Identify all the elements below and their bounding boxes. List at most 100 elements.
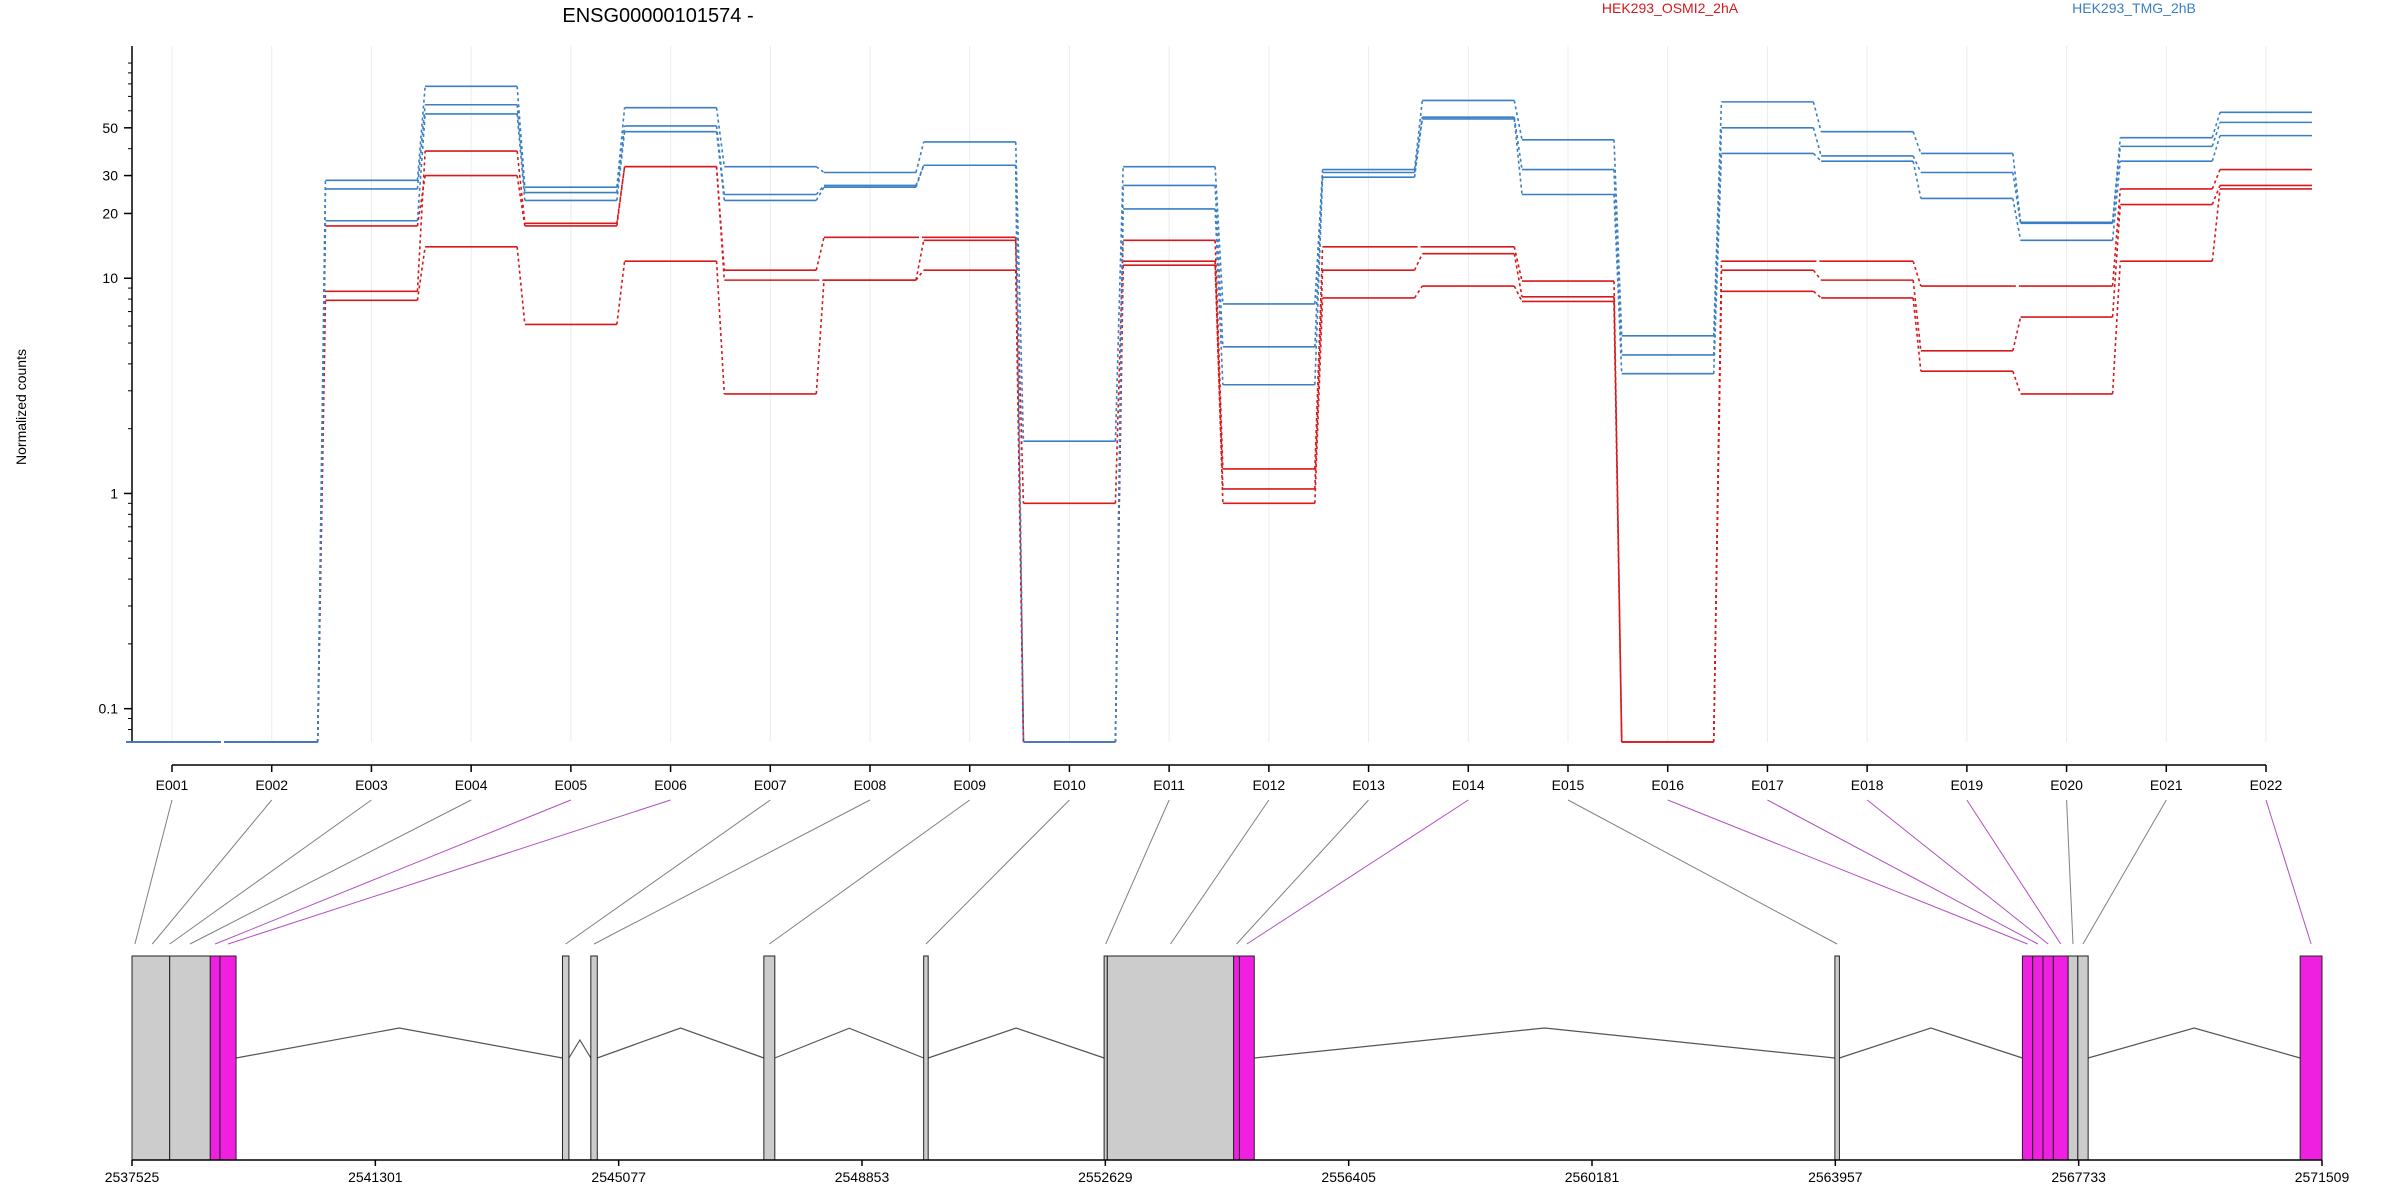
series-2-connector-10 xyxy=(1214,265,1224,504)
genomic-tick-label-3: 2548853 xyxy=(835,1169,890,1185)
series-0-connector-9 xyxy=(1114,240,1124,504)
exon-label-e018: E018 xyxy=(1851,777,1884,793)
series-2-connector-6 xyxy=(815,280,825,394)
series-0-connector-17 xyxy=(1912,260,1922,287)
y-tick-label-1: 1 xyxy=(110,485,118,501)
highlighted-exon-block-2 xyxy=(209,955,221,1161)
y-tick-label-2: 10 xyxy=(102,270,118,286)
y-axis-label: Normalized counts xyxy=(13,349,29,465)
intron-2 xyxy=(597,1027,765,1059)
series-3-connector-3 xyxy=(516,86,526,188)
series-1-connector-13 xyxy=(1513,253,1523,297)
genomic-tick-label-6: 2560181 xyxy=(1565,1169,1620,1185)
series-5-connector-15 xyxy=(1712,153,1723,374)
series-2-connector-14 xyxy=(1613,301,1623,743)
series-0-connector-13 xyxy=(1513,246,1523,282)
series-1-connector-4 xyxy=(616,166,626,227)
series-3-connector-8 xyxy=(1014,141,1025,442)
link-e020 xyxy=(2066,799,2074,945)
series-3-connector-10 xyxy=(1214,166,1224,304)
legend-label-osmi2: HEK293_OSMI2_2hA xyxy=(1602,0,1739,16)
series-1-connector-10 xyxy=(1214,261,1224,489)
intron-4 xyxy=(927,1027,1105,1059)
genomic-tick-label-1: 2541301 xyxy=(348,1169,403,1185)
link-e004 xyxy=(189,799,472,945)
series-3-connector-6 xyxy=(815,166,825,174)
series-3-connector-4 xyxy=(616,107,626,188)
highlighted-exon-block-10 xyxy=(1233,955,1240,1161)
exon-label-e001: E001 xyxy=(156,777,189,793)
highlighted-exon-block-15 xyxy=(2042,955,2054,1161)
link-e016 xyxy=(1667,799,2028,945)
series-3-connector-7 xyxy=(915,141,925,173)
y-tick-label-0: 0.1 xyxy=(99,701,119,717)
series-4-connector-20 xyxy=(2211,122,2221,147)
genomic-tick-label-9: 2571509 xyxy=(2295,1169,2350,1185)
series-3-connector-9 xyxy=(1114,166,1124,442)
highlighted-exon-block-14 xyxy=(2032,955,2044,1161)
series-2-connector-7 xyxy=(915,269,925,281)
series-0-connector-6 xyxy=(815,237,825,271)
series-2-connector-9 xyxy=(1114,265,1124,743)
gene-model xyxy=(131,955,2323,1161)
series-5-connector-20 xyxy=(2211,135,2221,162)
series-2-connector-17 xyxy=(1912,297,1922,372)
link-e008 xyxy=(593,799,871,945)
genomic-tick-label-2: 2545077 xyxy=(591,1169,646,1185)
genomic-tick-label-4: 2552629 xyxy=(1078,1169,1133,1185)
series-2-connector-2 xyxy=(416,246,426,301)
exon-block-17 xyxy=(2067,955,2079,1161)
series-1-connector-2 xyxy=(416,175,426,227)
exon-block-12 xyxy=(1834,955,1840,1161)
link-e022 xyxy=(2265,799,2312,945)
series-4-connector-11 xyxy=(1314,172,1324,347)
series-5-connector-7 xyxy=(915,164,925,188)
link-e018 xyxy=(1866,799,2049,945)
exon-label-e010: E010 xyxy=(1053,777,1086,793)
intron-1 xyxy=(568,1038,592,1059)
exon-label-e004: E004 xyxy=(455,777,488,793)
series-5-connector-18 xyxy=(2012,198,2022,241)
series-5-connector-19 xyxy=(2111,161,2122,241)
intron-6 xyxy=(1839,1027,2023,1059)
series-5-connector-10 xyxy=(1214,208,1224,385)
highlighted-exon-block-3 xyxy=(219,955,237,1161)
series-1-connector-19 xyxy=(2111,204,2122,318)
series-3-connector-16 xyxy=(1812,101,1822,132)
series-4-connector-14 xyxy=(1613,169,1623,356)
series-4-connector-6 xyxy=(815,184,825,196)
series-4-connector-2 xyxy=(416,104,426,190)
y-tick-label-5: 50 xyxy=(102,120,118,136)
series-5-connector-13 xyxy=(1513,118,1523,195)
exon-block-4 xyxy=(561,955,570,1161)
exon-block-5 xyxy=(590,955,598,1161)
exon-label-e005: E005 xyxy=(555,777,588,793)
exon-label-e016: E016 xyxy=(1651,777,1684,793)
y-tick-label-4: 30 xyxy=(102,168,118,184)
series-4-connector-3 xyxy=(516,104,526,193)
series-3-connector-14 xyxy=(1613,139,1623,336)
exon-label-e002: E002 xyxy=(255,777,288,793)
series-0-connector-20 xyxy=(2211,169,2221,190)
series-5-connector-9 xyxy=(1114,208,1124,743)
series-5-connector-11 xyxy=(1314,177,1324,385)
exon-label-e019: E019 xyxy=(1951,777,1984,793)
series-2-connector-5 xyxy=(715,261,726,394)
series-2-connector-4 xyxy=(616,261,626,325)
series-4-connector-18 xyxy=(2012,172,2022,224)
exon-label-e008: E008 xyxy=(854,777,887,793)
genomic-coordinate-axis: 2537525 2541301 2545077 2548853 2552629 25564… xyxy=(105,1159,2350,1185)
series-0-connector-19 xyxy=(2111,188,2122,287)
link-e019 xyxy=(1966,799,2062,945)
link-e011 xyxy=(1105,799,1170,945)
exon-block-18 xyxy=(2077,955,2089,1161)
series-5-connector-12 xyxy=(1413,118,1424,178)
series-2-connector-12 xyxy=(1413,285,1423,299)
series-2-connector-3 xyxy=(516,246,526,325)
exon-label-e011: E011 xyxy=(1153,777,1185,793)
exon-label-e015: E015 xyxy=(1552,777,1585,793)
genomic-tick-label-7: 2563957 xyxy=(1808,1169,1863,1185)
series-4-connector-16 xyxy=(1812,127,1822,157)
series-2-connector-20 xyxy=(2211,188,2221,262)
exon-label-e009: E009 xyxy=(953,777,986,793)
